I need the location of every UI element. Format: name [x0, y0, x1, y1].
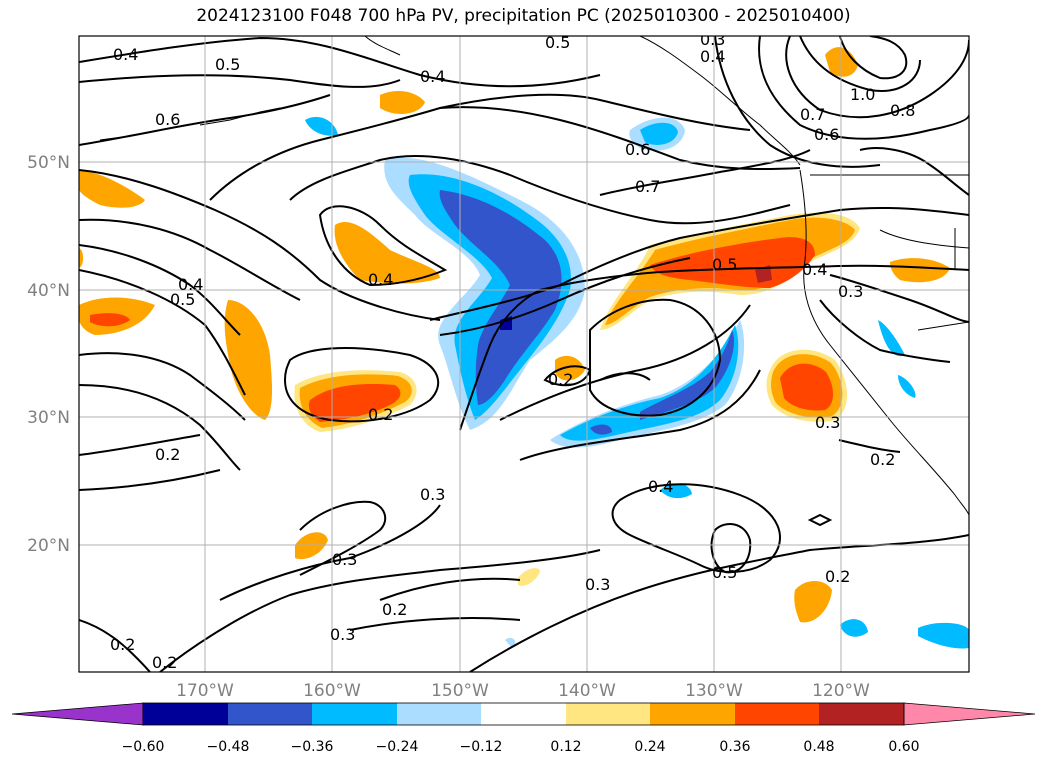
- colorbar-segment: [481, 703, 566, 725]
- contour-label: 0.6: [155, 110, 180, 129]
- colorbar-tick: 0.48: [803, 739, 834, 755]
- lat-label: 20°N: [27, 536, 70, 556]
- colorbar-segment: [11, 702, 144, 726]
- contour-label: 0.5: [215, 55, 240, 74]
- lon-label: 160°W: [303, 681, 361, 701]
- colorbar-tick: 0.60: [888, 739, 919, 755]
- contour-label: 0.3: [700, 30, 725, 49]
- pv-contours: [79, 36, 969, 672]
- contour-label: 0.2: [870, 450, 895, 469]
- lat-label: 30°N: [27, 408, 70, 428]
- contour-label: 0.8: [890, 101, 915, 120]
- contour-label: 0.5: [170, 290, 195, 309]
- contour-label: 0.2: [110, 635, 135, 654]
- map-title: 2024123100 F048 700 hPa PV, precipitatio…: [196, 6, 851, 26]
- contour-labels: 0.4 0.5 0.4 0.5 0.3 0.4 1.0 0.8 0.7 0.6 …: [110, 30, 915, 672]
- colorbar-segment: [397, 703, 481, 725]
- contour-label: 0.4: [648, 477, 673, 496]
- contour-label: 0.2: [382, 600, 407, 619]
- colorbar-segment: [566, 703, 650, 725]
- contour-label: 0.4: [700, 47, 725, 66]
- colorbar-tick: 0.36: [719, 739, 750, 755]
- contour-label: 0.3: [330, 625, 355, 644]
- contour-label: 0.3: [815, 413, 840, 432]
- contour-label: 0.4: [368, 270, 393, 289]
- lon-label: 170°W: [176, 681, 234, 701]
- colorbar-tick: −0.12: [460, 739, 503, 755]
- colorbar-tick: −0.48: [207, 739, 250, 755]
- contour-label: 0.6: [625, 140, 650, 159]
- colorbar-segment: [312, 703, 397, 725]
- contour-label: 0.3: [838, 282, 863, 301]
- longitude-labels: 170°W 160°W 150°W 140°W 130°W 120°W: [176, 681, 870, 701]
- lon-label: 150°W: [431, 681, 489, 701]
- colorbar-segment: [228, 703, 312, 725]
- contour-label: 1.0: [850, 85, 875, 104]
- contour-label: 0.4: [420, 67, 445, 86]
- colorbar-tick: 0.12: [550, 739, 581, 755]
- contour-label: 0.2: [152, 653, 177, 672]
- contour-label: 0.2: [825, 567, 850, 586]
- contour-label: 0.3: [332, 550, 357, 569]
- lon-label: 130°W: [685, 681, 743, 701]
- map-frame: [78, 35, 970, 673]
- colorbar-tick: −0.24: [376, 739, 419, 755]
- contour-label: 0.2: [368, 405, 393, 424]
- latitude-labels: 50°N 40°N 30°N 20°N: [27, 153, 70, 556]
- colorbar-segment: [819, 703, 904, 725]
- coastlines: [99, 36, 969, 516]
- colorbar-segment: [650, 703, 735, 725]
- contour-label: 0.7: [635, 177, 660, 196]
- lon-label: 140°W: [558, 681, 616, 701]
- colorbar-tick: 0.24: [634, 739, 665, 755]
- contour-label: 0.2: [155, 445, 180, 464]
- gridlines: [79, 36, 969, 672]
- contour-label: 0.3: [420, 485, 445, 504]
- contour-label: 0.5: [545, 33, 570, 52]
- contour-label: 0.4: [113, 45, 138, 64]
- colorbar: −0.60 −0.48 −0.36 −0.24 −0.12 0.12 0.24 …: [11, 702, 1036, 755]
- lat-label: 40°N: [27, 281, 70, 301]
- colorbar-segment: [735, 703, 819, 725]
- contour-label: 0.2: [548, 370, 573, 389]
- contour-label: 0.4: [802, 260, 827, 279]
- contour-label: 0.3: [585, 575, 610, 594]
- contour-label: 0.6: [814, 125, 839, 144]
- contour-label: 0.4: [178, 275, 203, 294]
- colorbar-frame: [142, 702, 905, 726]
- colorbar-tick: −0.36: [291, 739, 334, 755]
- contour-label: 0.5: [712, 563, 737, 582]
- contour-label: 0.5: [712, 255, 737, 274]
- contour-label: 0.7: [800, 105, 825, 124]
- colorbar-segment: [143, 703, 228, 725]
- lat-label: 50°N: [27, 153, 70, 173]
- lon-label: 120°W: [812, 681, 870, 701]
- colorbar-tick: −0.60: [122, 739, 165, 755]
- colorbar-segment: [903, 702, 1036, 726]
